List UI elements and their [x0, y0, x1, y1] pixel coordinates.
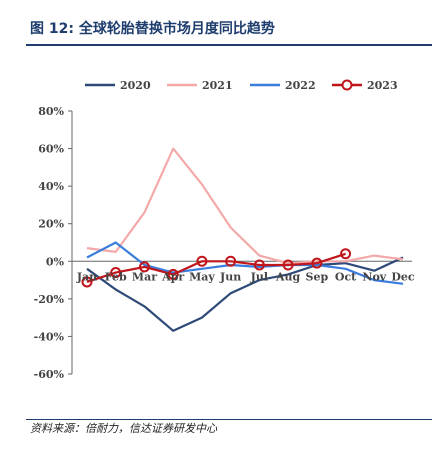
y-tick-label: -60% — [34, 368, 65, 381]
data-point-2023 — [110, 267, 122, 279]
x-tick-label: Dec — [391, 270, 415, 283]
data-point-2023 — [340, 248, 352, 260]
x-tick-label: Jun — [219, 270, 241, 283]
title-divider — [26, 44, 432, 46]
y-tick-label: -20% — [34, 293, 65, 306]
figure-header: 图 12: 全球轮胎替换市场月度同比趋势 — [0, 0, 443, 46]
data-point-2023 — [167, 268, 179, 280]
source-divider — [26, 419, 432, 420]
figure-title: 图 12: 全球轮胎替换市场月度同比趋势 — [30, 21, 275, 37]
legend-label-2023: 2023 — [367, 79, 398, 92]
data-point-2023 — [225, 255, 237, 267]
series-line-2021 — [86, 147, 404, 265]
legend-marker-2023 — [341, 79, 353, 91]
series-line-2023 — [86, 252, 346, 283]
x-tick-label: Oct — [335, 270, 357, 283]
series-line-2020 — [86, 256, 404, 332]
x-tick-label: Sep — [306, 270, 329, 283]
line-chart: 80% 60% 40% 20% 0% -20% -40% -60% Jan Feb Mar Apr Ma… — [34, 79, 415, 381]
source-note: 资料来源：倍耐力，信达证券研发中心 — [30, 422, 217, 435]
x-tick-label: Aug — [275, 270, 301, 283]
x-tick-label: May — [189, 270, 215, 283]
x-tick-label: Jan — [76, 270, 97, 283]
legend-label-2022: 2022 — [285, 79, 316, 92]
y-tick-label: 20% — [38, 218, 64, 231]
legend-label-2021: 2021 — [202, 79, 233, 92]
data-point-2023 — [196, 255, 208, 267]
x-tick-label: Feb — [105, 270, 127, 283]
data-point-2023 — [311, 257, 323, 269]
legend-label-2020: 2020 — [120, 79, 151, 92]
data-point-2023 — [253, 259, 265, 271]
x-tick-label: Jul — [250, 270, 268, 283]
y-tick-label: 80% — [38, 105, 64, 118]
y-tick-label: 40% — [38, 180, 64, 193]
data-point-2023 — [81, 276, 93, 288]
y-tick-label: 0% — [46, 255, 65, 268]
y-tick-label: -40% — [34, 330, 65, 343]
x-tick-label: Apr — [161, 270, 184, 283]
series-line-2022 — [86, 241, 404, 285]
y-tick-label: 60% — [38, 143, 64, 156]
data-point-2023 — [282, 259, 294, 271]
x-tick-label: Mar — [132, 270, 157, 283]
data-point-2023 — [138, 261, 150, 273]
x-tick-label: Nov — [362, 270, 386, 283]
